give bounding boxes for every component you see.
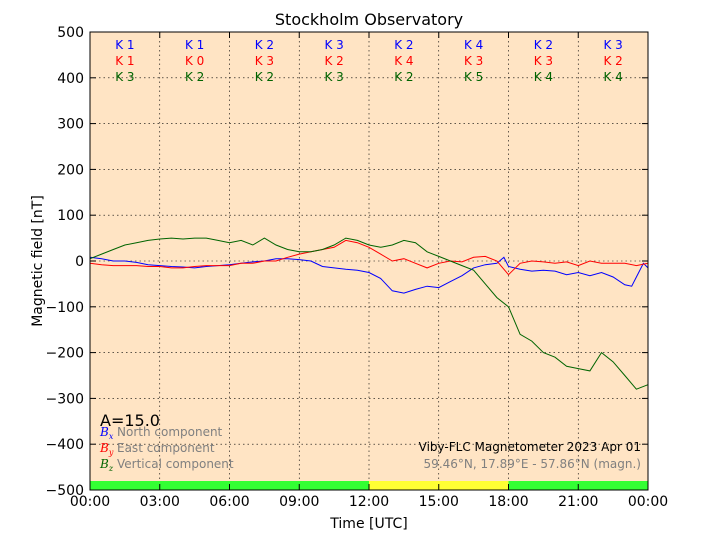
k-index-north: K 3 [603, 38, 622, 52]
series-line-z [89, 237, 649, 390]
legend-symbol-subscript: y [108, 448, 114, 457]
y-tick-label: 200 [57, 162, 84, 178]
k-index-vertical: K 2 [394, 70, 413, 84]
legend-label-x: North component [117, 425, 223, 439]
x-tick-label: 18:00 [488, 494, 528, 510]
y-tick-label: 0 [75, 254, 84, 270]
k-index-east: K 2 [603, 54, 622, 68]
x-tick-label: 06:00 [209, 494, 249, 510]
y-tick-label: 300 [57, 117, 84, 133]
x-axis-ticks: 00:00 03:00 06:00 09:00 12:00 15:00 18:00 21:00… [70, 32, 668, 510]
k-index-vertical: K 2 [185, 70, 204, 84]
y-tick-label: 400 [57, 71, 84, 87]
grid-lines [90, 32, 648, 490]
k-index-north: K 2 [534, 38, 553, 52]
chart-title: Stockholm Observatory [275, 10, 463, 29]
k-index-east: K 2 [324, 54, 343, 68]
k-index-north: K 4 [464, 38, 483, 52]
legend-symbol-subscript: x [109, 432, 114, 441]
k-index-east: K 1 [115, 54, 134, 68]
k-index-east: K 3 [464, 54, 483, 68]
k-index-east: K 0 [185, 54, 204, 68]
x-tick-label: 00:00 [628, 494, 668, 510]
y-axis-ticks: 500 400 300 200 100 0 −100 −200 −300 −400 −500 [46, 25, 648, 499]
x-tick-label: 00:00 [70, 494, 110, 510]
x-tick-label: 12:00 [349, 494, 389, 510]
y-axis-label: Magnetic field [nT] [30, 195, 46, 327]
y-tick-label: −200 [46, 346, 84, 362]
location-label: 59.46°N, 17.89°E - 57.86°N (magn.) [424, 457, 641, 471]
x-tick-label: 21:00 [558, 494, 598, 510]
k-index-north: K 1 [115, 38, 134, 52]
k-index-north: K 1 [185, 38, 204, 52]
k-index-east: K 3 [255, 54, 274, 68]
k-index-vertical: K 3 [324, 70, 343, 84]
y-tick-label: −500 [46, 483, 84, 499]
y-tick-label: 500 [57, 25, 84, 41]
k-index-north: K 2 [394, 38, 413, 52]
x-axis-label: Time [UTC] [329, 516, 407, 532]
k-index-north: K 3 [324, 38, 343, 52]
k-index-vertical: K 4 [603, 70, 622, 84]
instrument-label: Viby-FLC Magnetometer 2023 Apr 01 [419, 440, 641, 454]
x-tick-label: 09:00 [279, 494, 319, 510]
y-tick-label: −300 [46, 391, 84, 407]
k-index-vertical: K 5 [464, 70, 483, 84]
legend-symbol-subscript: z [108, 464, 114, 473]
k-index-east: K 3 [534, 54, 553, 68]
y-tick-label: −100 [46, 300, 84, 316]
k-index-north: K 2 [255, 38, 274, 52]
x-tick-label: 03:00 [140, 494, 180, 510]
legend-label-z: Vertical component [117, 457, 234, 471]
y-tick-label: −400 [46, 437, 84, 453]
k-index-east: K 4 [394, 54, 413, 68]
k-index-vertical: K 2 [255, 70, 274, 84]
k-index-vertical: K 4 [534, 70, 553, 84]
activity-index: A=15.0 [100, 411, 160, 430]
x-tick-label: 15:00 [419, 494, 459, 510]
series-line-y [89, 239, 649, 276]
series-lines [89, 237, 649, 390]
k-index-vertical: K 3 [115, 70, 134, 84]
y-tick-label: 100 [57, 208, 84, 224]
legend-label-y: East component [117, 441, 215, 455]
k-index-labels: K 1 K 1 K 2 K 3 K 2 K 4 K 2 K 3 K 1 K 0 K 3 K 2 K 4 K… [115, 38, 623, 84]
